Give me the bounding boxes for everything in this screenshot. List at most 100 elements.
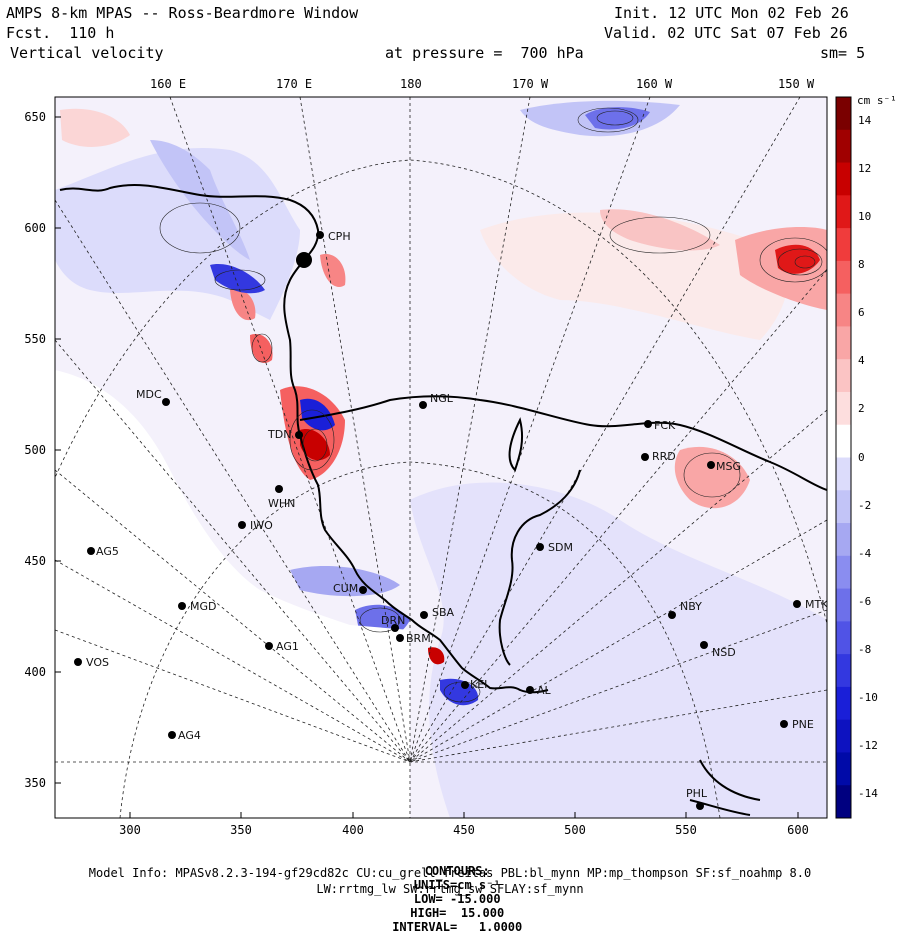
station-label-msg: MSG [716,460,741,473]
station-label-ag5: AG5 [96,545,119,558]
colorbar-swatch [836,785,851,819]
y-label-350: 350 [24,776,46,790]
upward-motion-region [230,289,256,321]
colorbar-swatch [836,97,851,131]
lon-label-160w: 160 W [636,77,673,91]
colorbar-swatch [836,719,851,753]
colorbar-label: 8 [858,258,865,272]
station-label-pne: PNE [792,718,814,731]
graticule [55,97,827,818]
contour-units: UNITS=cm s⁻¹ [413,878,501,892]
field-name: Vertical velocity [10,44,164,62]
station-label-fck: FCK [654,419,676,432]
station-label-nsd: NSD [712,646,736,659]
station-label-whn: WHN [268,497,295,510]
colorbar-swatch [836,162,851,196]
colorbar-label: -14 [858,786,878,800]
y-label-550: 550 [24,332,46,346]
colorbar-swatch [836,523,851,557]
valid-time: Valid. 02 UTC Sat 07 Feb 26 [604,24,848,42]
station-label-phl: PHL [686,787,708,800]
colorbar-swatch [836,457,851,491]
colorbar-swatch [836,359,851,393]
station-label-ag1: AG1 [276,640,299,653]
colorbar-label: -12 [858,738,878,752]
upward-motion-region [320,254,346,287]
colorbar-swatch [836,293,851,327]
station-label-ag4: AG4 [178,729,201,742]
colorbar-swatch [836,195,851,229]
upward-motion-region [60,108,130,147]
station-label-mdc: MDC [136,388,162,401]
colorbar-label: 4 [858,354,865,368]
downward-motion-region [410,482,827,818]
smoothing: sm= 5 [820,44,866,62]
station-label-cph: CPH [328,230,351,243]
station-label-mgd: MGD [190,600,217,613]
colorbar [835,96,852,819]
colorbar-label: -2 [858,498,872,512]
y-label-450: 450 [24,554,46,568]
upward-motion-core [300,429,330,461]
y-label-500: 500 [24,443,46,457]
y-label-650: 650 [24,110,46,124]
contour-lines [159,107,827,703]
x-label-450: 450 [453,823,475,837]
colorbar-label: 2 [858,402,865,416]
station-markers [74,231,801,810]
upward-motion-region [250,334,273,363]
x-label-350: 350 [230,823,252,837]
x-label-300: 300 [119,823,141,837]
lon-label-170e: 170 E [276,77,313,91]
x-label-600: 600 [787,823,809,837]
colorbar-swatch [836,391,851,426]
contours-label: CONTOURS: [424,864,490,878]
station-label-al: AL [537,684,552,697]
pressure-level: at pressure = 700 hPa [385,44,584,62]
downward-motion-region [150,140,250,260]
station-label-iwo: IWO [250,519,273,532]
colorbar-swatch [836,621,851,655]
station-labels: CPH MDC NGL TDN FCK RRD MSG WHN IWO AG5 … [86,230,829,800]
colorbar-swatch [836,326,851,360]
station-label-rrd: RRD [652,450,676,463]
colorbar-label: -6 [858,594,872,608]
downward-motion-core [300,398,335,431]
colorbar-label: 0 [858,450,865,464]
coastline [59,184,827,816]
colorbar-label: 14 [858,114,872,128]
station-label-tdn: TDN [267,428,291,441]
station-label-brm: BRM [406,632,431,645]
upward-motion-region [674,446,750,509]
colorbar-label: -8 [858,642,872,656]
colorbar-swatch [836,228,851,262]
map-title: AMPS 8-km MPAS -- Ross-Beardmore Window [6,4,359,22]
colorbar-swatch [836,686,851,721]
forecast-hour: Fcst. 110 h [6,24,115,42]
downward-motion-core [585,107,650,130]
contour-high: HIGH= 15.000 [410,906,505,920]
lon-label-160e: 160 E [150,77,187,91]
colorbar-units: cm s⁻¹ [857,94,897,107]
station-label-ngl: NGL [430,392,454,405]
colorbar-swatch [836,654,851,688]
upward-motion-region [600,209,720,251]
colorbar-swatch [836,260,851,295]
axis-ticks [55,116,799,818]
x-label-550: 550 [675,823,697,837]
colorbar-swatch [836,588,851,622]
downward-motion-region [290,565,400,597]
station-label-mtk: MTK [805,598,829,611]
station-label-sba: SBA [432,606,455,619]
colorbar-swatch [836,555,851,590]
colorbar-frame [835,96,852,819]
lon-label-170w: 170 W [512,77,549,91]
station-label-nby: NBY [680,600,702,613]
colorbar-swatch [836,490,851,524]
colorbar-label: -10 [858,690,878,704]
colorbar-label: 10 [858,210,872,224]
physics-info: LW:rrtmg_lw SW:rrtmg_sw SFLAY:sf_mynn [316,882,584,896]
y-label-600: 600 [24,221,46,235]
station-label-cum: CUM [333,582,358,595]
colorbar-swatch [836,129,851,164]
